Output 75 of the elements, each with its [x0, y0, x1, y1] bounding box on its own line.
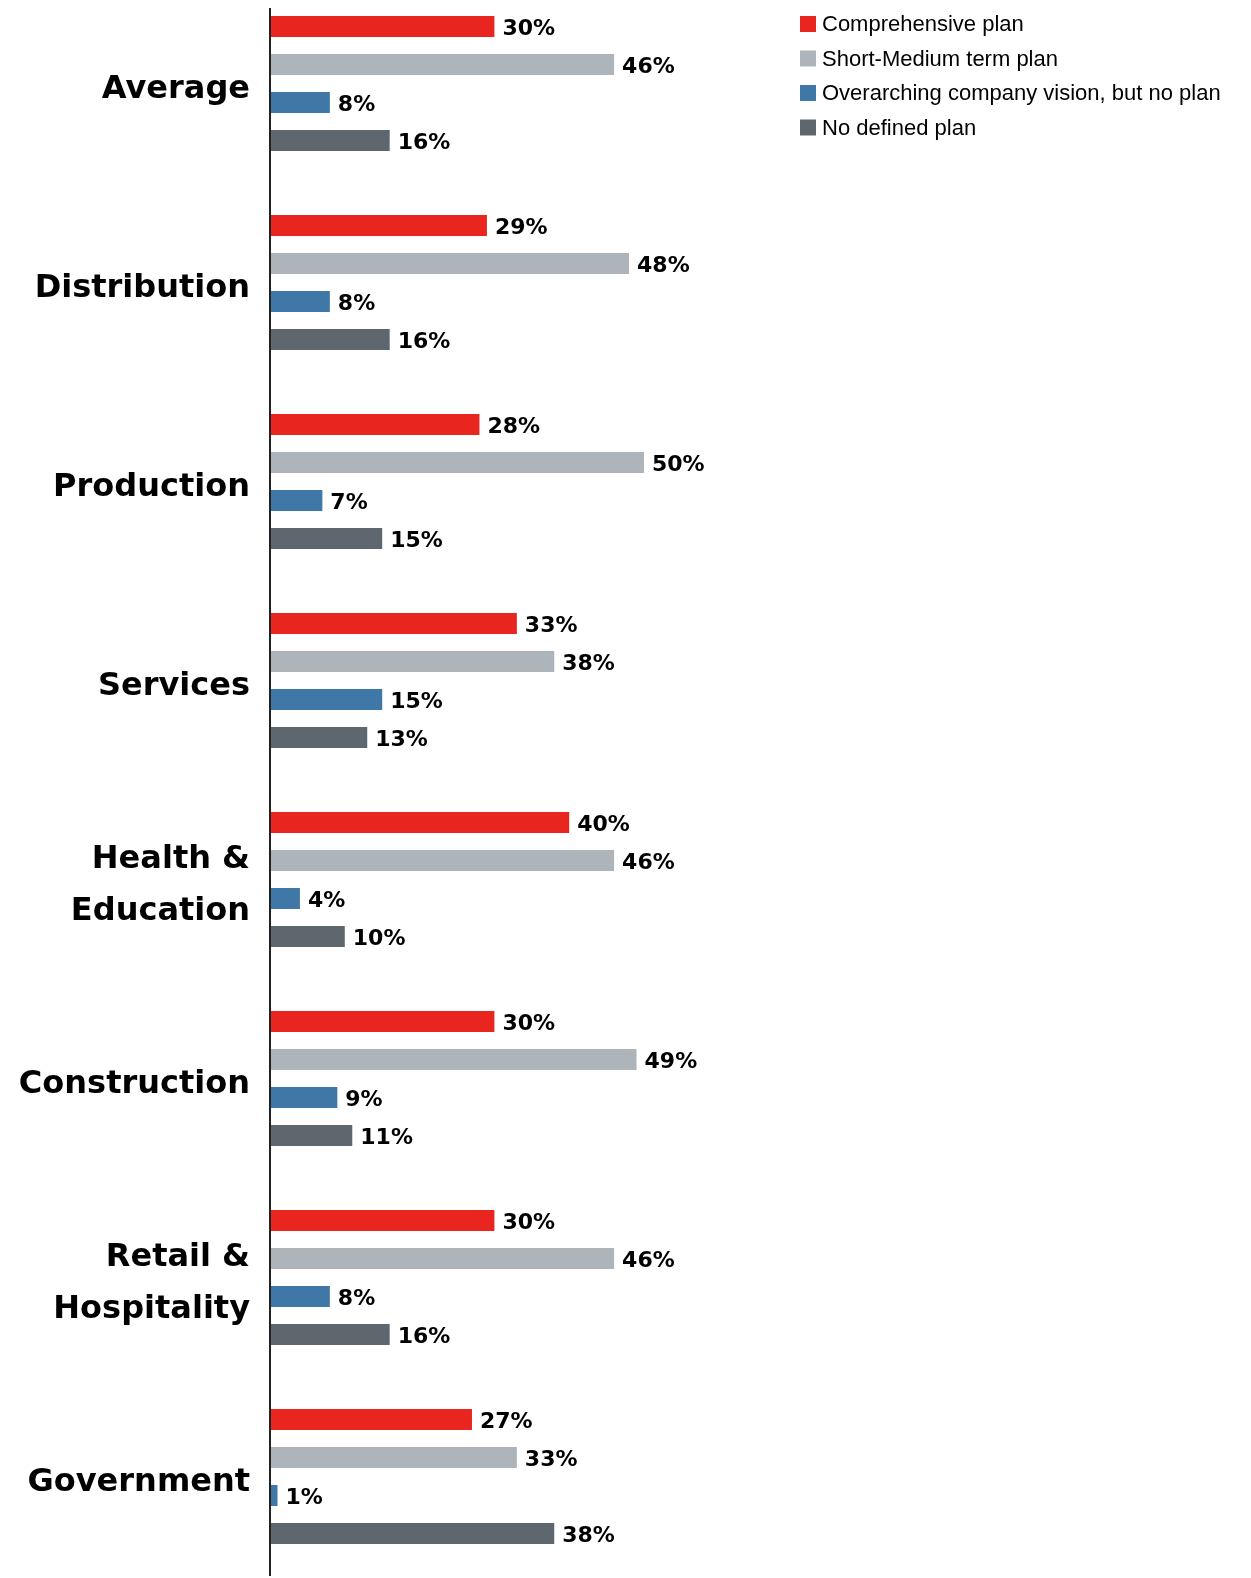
data-label: 13%: [375, 725, 428, 751]
data-label: 8%: [337, 1284, 376, 1310]
data-label: 29%: [494, 213, 548, 239]
data-label: 9%: [345, 1085, 383, 1111]
legend-label: Comprehensive plan: [822, 11, 1024, 36]
legend-label: No defined plan: [822, 114, 977, 140]
data-label: 49%: [644, 1047, 698, 1073]
y-tick-label: Distribution: [34, 267, 250, 305]
bar: [270, 1049, 637, 1070]
data-label: 50%: [652, 450, 705, 476]
bar: [270, 1409, 472, 1430]
data-label: 38%: [562, 649, 615, 675]
bar: [270, 130, 390, 151]
data-label: 10%: [352, 924, 406, 950]
data-label: 11%: [360, 1123, 413, 1149]
data-label: 46%: [622, 1246, 675, 1272]
data-label: 33%: [524, 1445, 578, 1471]
data-label: 30%: [502, 14, 556, 40]
bar: [270, 850, 615, 871]
bar: [270, 812, 570, 833]
y-tick-label: Average: [101, 68, 250, 106]
bar: [270, 452, 644, 473]
y-tick-label: Construction: [18, 1063, 250, 1101]
data-label: 33%: [524, 611, 578, 637]
legend-label: Overarching company vision, but no plan: [822, 80, 1221, 105]
bar: [270, 1210, 495, 1231]
data-label: 48%: [637, 251, 690, 277]
y-tick-label: Services: [97, 665, 250, 703]
bar: [270, 651, 555, 672]
bar: [270, 16, 495, 37]
y-tick-label: Health & Education: [70, 838, 250, 928]
bar: [270, 291, 330, 312]
bar: [270, 1011, 495, 1032]
bar: [270, 926, 345, 947]
bar: [270, 689, 383, 710]
data-label: 16%: [397, 128, 451, 154]
data-label: 16%: [397, 327, 451, 353]
data-label: 16%: [397, 1322, 451, 1348]
data-label: 40%: [577, 810, 630, 836]
data-label: 1%: [285, 1483, 323, 1509]
y-tick-label: Government: [27, 1461, 250, 1499]
data-label: 8%: [337, 90, 376, 116]
data-label: 4%: [307, 886, 346, 912]
data-label: 46%: [622, 52, 675, 78]
bar: [270, 1125, 353, 1146]
data-label: 46%: [622, 848, 675, 874]
data-label: 30%: [502, 1009, 556, 1035]
bar: [270, 613, 517, 634]
bar: [270, 54, 615, 75]
data-label: 15%: [390, 526, 443, 552]
data-label: 27%: [479, 1407, 533, 1433]
bar: [270, 1286, 330, 1307]
bar: [270, 1324, 390, 1345]
legend-label: Short-Medium term plan: [822, 45, 1058, 71]
bar: [270, 888, 300, 909]
bar: [270, 1523, 555, 1544]
y-tick-label: Production: [53, 466, 250, 504]
y-tick-label: Retail & Hospitality: [53, 1236, 251, 1326]
data-label: 7%: [330, 488, 368, 514]
bar: [270, 253, 630, 274]
bar: [270, 1447, 517, 1468]
bar: [270, 727, 368, 748]
bar: [270, 92, 330, 113]
data-label: 30%: [502, 1208, 556, 1234]
data-label: 8%: [337, 289, 376, 315]
bar: [270, 329, 390, 350]
data-label: 38%: [562, 1521, 615, 1547]
data-label: 28%: [487, 412, 541, 438]
bar: [270, 414, 480, 435]
bar: [270, 490, 323, 511]
bar: [270, 1248, 615, 1269]
data-label: 15%: [390, 687, 443, 713]
bar: [270, 215, 487, 236]
bar: [270, 528, 383, 549]
bar: [270, 1087, 338, 1108]
